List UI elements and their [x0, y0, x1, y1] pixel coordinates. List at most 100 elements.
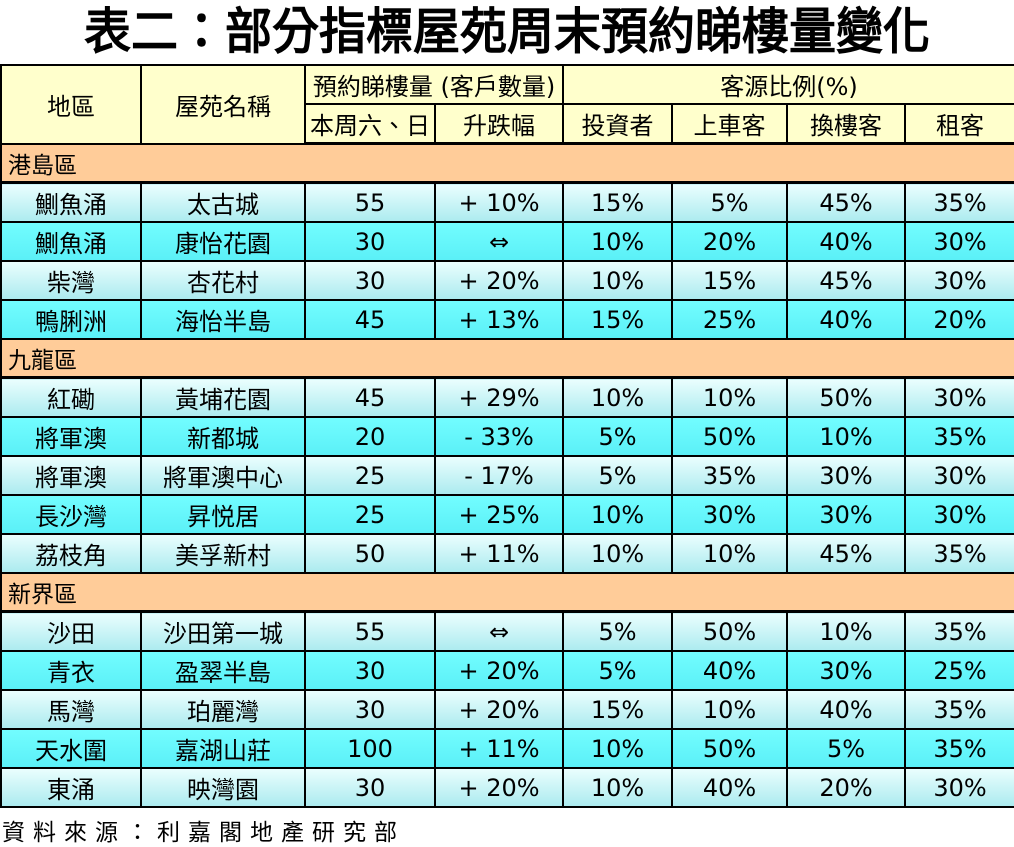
district: 紅磡 — [0, 376, 142, 419]
table-body: 港島區 鰂魚涌 太古城 55 + 10% 15% 5% 45% 35% 鰂魚涌 康怡花園 30 ⇔ 10%… — [0, 142, 1014, 809]
col-header-first-time-buyer: 上車客 — [671, 103, 789, 146]
table-row: 鰂魚涌 康怡花園 30 ⇔ 10% 20% 40% 30% — [0, 221, 1014, 263]
col-header-upgrader: 換樓客 — [786, 103, 907, 146]
upgrader-pct: 45% — [786, 533, 907, 575]
table-row: 沙田 沙田第一城 55 ⇔ 5% 50% 10% 35% — [0, 610, 1014, 653]
table-row: 將軍澳 將軍澳中心 25- 17% 5% 35% 30% 30% — [0, 455, 1014, 497]
table-row: 鴨脷洲 海怡半島 45 + 13% 15% 25% 40% 20% — [0, 299, 1014, 341]
renter-pct: 30% — [904, 494, 1014, 536]
table-row: 鰂魚涌 太古城 55 + 10% 15% 5% 45% 35% — [0, 181, 1014, 224]
investor-pct: 10% — [562, 494, 674, 536]
estate-name: 珀麗灣 — [140, 689, 306, 731]
change-pct: + 11% — [433, 533, 565, 575]
change-pct: ⇔ — [433, 221, 565, 263]
change-pct: + 25% — [433, 494, 565, 536]
bookings-weekend: 20 — [304, 416, 436, 458]
renter-pct: 30% — [904, 767, 1014, 809]
first-time-buyer-pct: 40% — [671, 767, 789, 809]
estate-name: 昇悦居 — [140, 494, 306, 536]
col-header-estate: 屋苑名稱 — [140, 64, 306, 145]
estate-name: 杏花村 — [140, 260, 306, 302]
upgrader-pct: 5% — [786, 728, 907, 770]
investor-pct: 10% — [562, 728, 674, 770]
col-header-change: 升跌幅 — [433, 103, 565, 146]
table-row: 東涌 映灣園 30 + 20% 10% 40% 20% 30% — [0, 767, 1014, 809]
bookings-weekend: 30 — [304, 221, 436, 263]
bookings-weekend: 45 — [304, 299, 436, 341]
renter-pct: 20% — [904, 299, 1014, 341]
upgrader-pct: 30% — [786, 455, 907, 497]
estate-name: 康怡花園 — [140, 221, 306, 263]
change-pct: - 17% — [433, 455, 565, 497]
first-time-buyer-pct: 35% — [671, 455, 789, 497]
section-title: 新界區 — [0, 572, 1014, 614]
estate-bookings-table: 地區 屋苑名稱 預約睇樓量 (客戶數量) 客源比例(%) 本周六、日 升跌幅 投… — [0, 64, 1014, 809]
estate-name: 映灣園 — [140, 767, 306, 809]
bookings-weekend: 30 — [304, 650, 436, 692]
bookings-weekend: 50 — [304, 533, 436, 575]
estate-name: 嘉湖山莊 — [140, 728, 306, 770]
bookings-weekend: 30 — [304, 260, 436, 302]
investor-pct: 15% — [562, 689, 674, 731]
change-pct: + 20% — [433, 650, 565, 692]
bookings-weekend: 55 — [304, 181, 436, 224]
col-header-weekend-count: 本周六、日 — [304, 103, 436, 146]
upgrader-pct: 10% — [786, 610, 907, 653]
estate-name: 海怡半島 — [140, 299, 306, 341]
first-time-buyer-pct: 50% — [671, 610, 789, 653]
upgrader-pct: 40% — [786, 221, 907, 263]
first-time-buyer-pct: 15% — [671, 260, 789, 302]
district: 天水圍 — [0, 728, 142, 770]
district: 鰂魚涌 — [0, 181, 142, 224]
bookings-weekend: 55 — [304, 610, 436, 653]
renter-pct: 25% — [904, 650, 1014, 692]
first-time-buyer-pct: 30% — [671, 494, 789, 536]
renter-pct: 30% — [904, 260, 1014, 302]
estate-name: 將軍澳中心 — [140, 455, 306, 497]
estate-name: 黃埔花園 — [140, 376, 306, 419]
first-time-buyer-pct: 10% — [671, 376, 789, 419]
estate-name: 太古城 — [140, 181, 306, 224]
page: 表二：部分指標屋苑周末預約睇樓量變化 地區 屋苑名稱 預約睇樓量 (客戶數量) … — [0, 3, 1014, 847]
investor-pct: 15% — [562, 181, 674, 224]
district: 將軍澳 — [0, 416, 142, 458]
district: 東涌 — [0, 767, 142, 809]
renter-pct: 35% — [904, 533, 1014, 575]
district: 沙田 — [0, 610, 142, 653]
section-band-row: 港島區 — [0, 142, 1014, 185]
upgrader-pct: 30% — [786, 494, 907, 536]
first-time-buyer-pct: 20% — [671, 221, 789, 263]
change-pct: + 29% — [433, 376, 565, 419]
change-pct: + 20% — [433, 767, 565, 809]
district: 鴨脷洲 — [0, 299, 142, 341]
first-time-buyer-pct: 10% — [671, 533, 789, 575]
renter-pct: 35% — [904, 416, 1014, 458]
renter-pct: 30% — [904, 455, 1014, 497]
section-band-row: 九龍區 — [0, 338, 1014, 380]
section-band-row: 新界區 — [0, 572, 1014, 614]
district: 長沙灣 — [0, 494, 142, 536]
table-row: 長沙灣 昇悦居 25 + 25% 10% 30% 30% 30% — [0, 494, 1014, 536]
estate-name: 沙田第一城 — [140, 610, 306, 653]
first-time-buyer-pct: 25% — [671, 299, 789, 341]
estate-name: 美孚新村 — [140, 533, 306, 575]
bookings-weekend: 30 — [304, 767, 436, 809]
district: 鰂魚涌 — [0, 221, 142, 263]
table-row: 紅磡 黃埔花園 45 + 29% 10% 10% 50% 30% — [0, 376, 1014, 419]
renter-pct: 35% — [904, 689, 1014, 731]
upgrader-pct: 40% — [786, 299, 907, 341]
col-header-renter: 租客 — [904, 103, 1014, 146]
estate-name: 盈翠半島 — [140, 650, 306, 692]
table-row: 荔枝角 美孚新村 50 + 11% 10% 10% 45% 35% — [0, 533, 1014, 575]
investor-pct: 10% — [562, 533, 674, 575]
first-time-buyer-pct: 5% — [671, 181, 789, 224]
investor-pct: 10% — [562, 260, 674, 302]
first-time-buyer-pct: 40% — [671, 650, 789, 692]
upgrader-pct: 50% — [786, 376, 907, 419]
change-pct: + 10% — [433, 181, 565, 224]
estate-name: 新都城 — [140, 416, 306, 458]
district: 荔枝角 — [0, 533, 142, 575]
investor-pct: 5% — [562, 455, 674, 497]
upgrader-pct: 45% — [786, 181, 907, 224]
col-header-district: 地區 — [0, 64, 142, 145]
